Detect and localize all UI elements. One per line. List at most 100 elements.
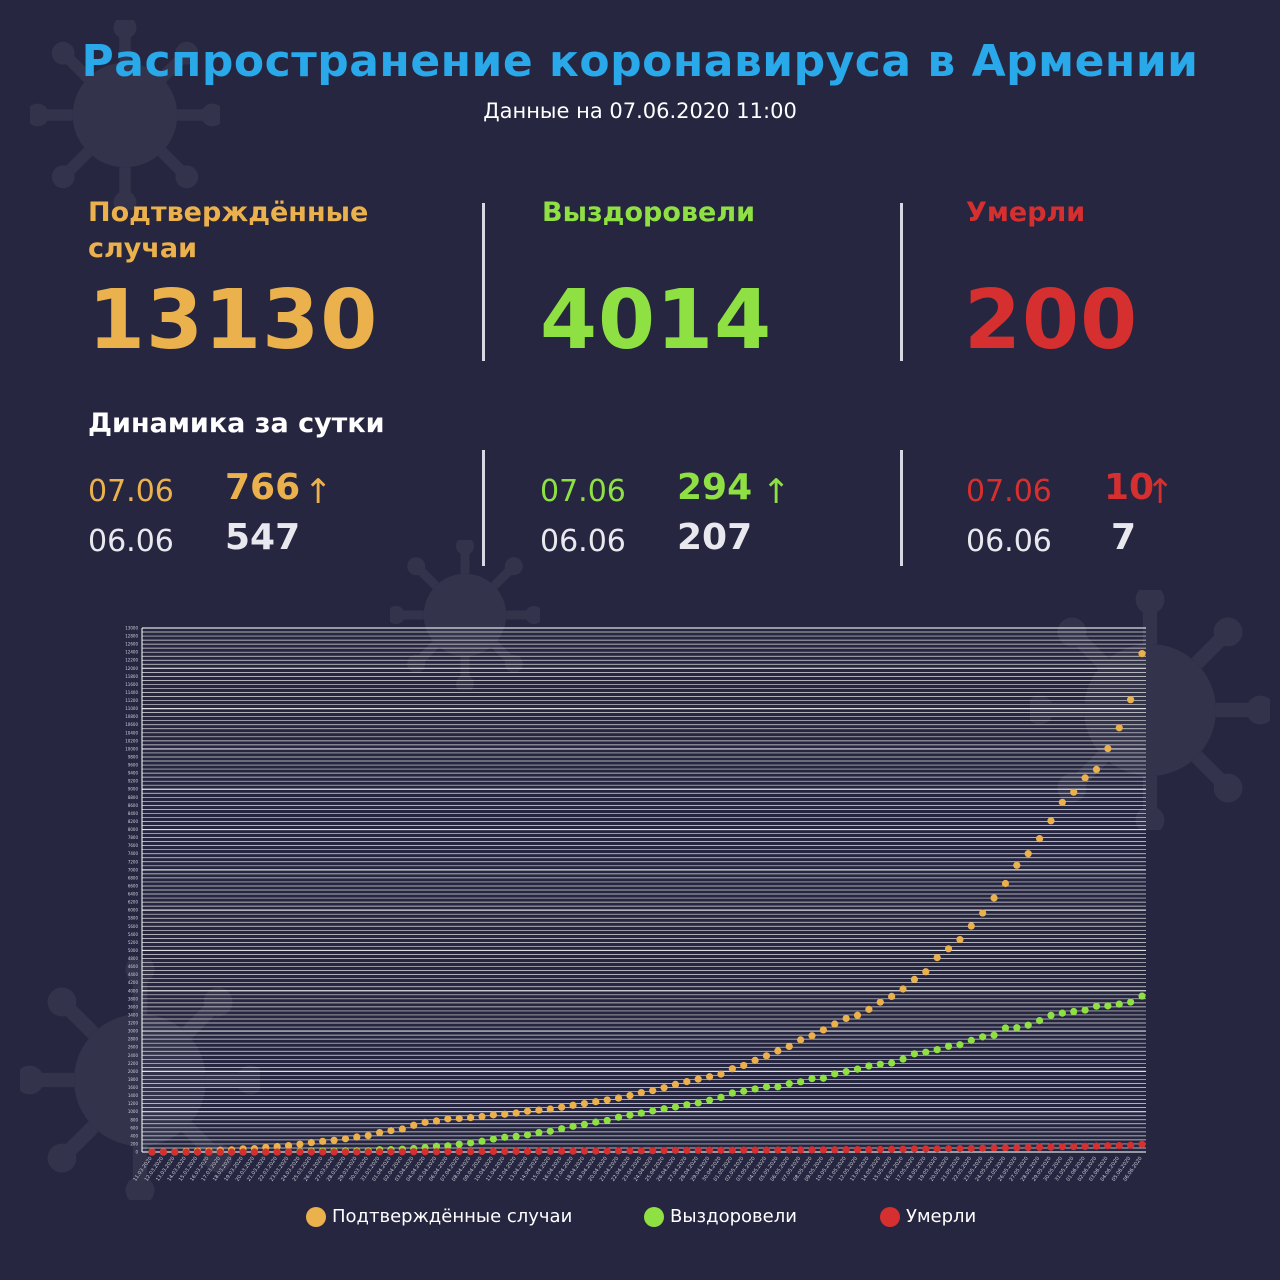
data-point [364,1131,372,1140]
y-tick-label: 4800 [128,956,139,961]
y-tick-label: 8200 [128,819,139,824]
data-point [353,1133,361,1141]
y-tick-label: 4200 [128,980,139,985]
legend-deaths: Умерли [880,1206,976,1227]
y-tick-label: 10200 [125,738,138,743]
data-point [410,1121,418,1129]
data-point [319,1148,327,1156]
page-title: Распространение коронавируса в Армении [81,36,1199,87]
data-point [797,1146,805,1154]
data-point [910,1050,919,1058]
data-point [922,1145,930,1153]
data-point [1047,1143,1055,1151]
data-point [944,1145,953,1153]
data-point [819,1146,827,1154]
data-point [740,1146,748,1154]
data-point [273,1142,281,1151]
data-point [956,1145,964,1153]
y-tick-label: 11800 [125,674,138,679]
y-tick-label: 12000 [125,666,138,671]
legend-deaths-label: Умерли [906,1206,977,1227]
dynamics-title: Динамика за сутки [88,408,385,439]
data-point [728,1146,736,1154]
y-tick-label: 1200 [128,1101,139,1106]
page-subtitle: Данные на 07.06.2020 11:00 [483,99,797,123]
y-tick-label: 400 [130,1133,138,1138]
data-point [489,1135,497,1143]
recovered-today-value: 294 [677,467,753,508]
data-point [717,1070,725,1078]
divider [900,450,903,566]
data-point [580,1147,589,1155]
data-point [455,1147,463,1156]
data-point [728,1065,736,1073]
deaths-prev-value: 7 [1111,517,1137,558]
data-point [933,953,941,962]
data-point [933,1046,941,1054]
y-tick-label: 2400 [128,1053,139,1058]
y-tick-label: 4000 [128,988,139,993]
data-point [580,1099,589,1108]
deaths-prev-date: 06.06 [966,524,1052,559]
y-tick-label: 5200 [128,940,139,945]
data-point [1024,850,1032,858]
legend-confirmed-label: Подтверждённые случаи [332,1206,573,1227]
data-point [660,1146,668,1155]
data-point [1115,1141,1123,1150]
data-point [785,1146,793,1154]
data-point [558,1103,566,1111]
data-point [228,1148,236,1156]
data-point [637,1089,645,1097]
y-tick-label: 11600 [125,682,138,687]
data-point [785,1080,793,1088]
data-point [956,935,964,944]
data-point [865,1145,873,1154]
data-point [546,1127,554,1135]
y-tick-label: 7200 [128,859,139,864]
data-point [694,1146,702,1154]
data-point [1070,1007,1078,1016]
data-point [523,1147,532,1155]
data-point [1070,788,1078,796]
data-point [683,1078,691,1086]
y-tick-label: 200 [130,1141,138,1146]
data-point [774,1146,782,1154]
data-point [592,1118,600,1126]
data-point [387,1126,395,1135]
data-point [546,1147,554,1155]
y-tick-label: 1800 [128,1077,139,1082]
y-tick-label: 600 [130,1125,138,1130]
data-point [1024,1143,1032,1152]
data-point [762,1083,771,1091]
data-point [808,1146,816,1154]
deaths-today-value: 10 [1104,467,1155,508]
data-point [990,1031,998,1039]
data-point [592,1147,600,1155]
data-point [1127,696,1135,704]
data-point [250,1148,259,1156]
y-tick-label: 9000 [128,787,139,792]
data-point [614,1094,623,1102]
data-point [1138,992,1146,1000]
recovered-prev-value: 207 [677,517,753,558]
data-point [774,1083,782,1091]
y-tick-label: 5600 [128,924,139,929]
data-point [444,1142,452,1150]
data-point [1024,1021,1032,1029]
data-point [876,998,884,1006]
data-point [1127,1141,1135,1149]
y-tick-label: 10800 [125,714,138,719]
divider [482,203,485,361]
data-point [478,1147,486,1156]
data-point [933,1145,941,1153]
y-tick-label: 3000 [128,1029,139,1034]
data-point [1013,861,1021,869]
data-point [501,1133,509,1141]
data-point [501,1147,509,1156]
data-point [1070,1142,1078,1151]
data-point [614,1113,623,1121]
data-point [353,1148,361,1156]
data-point [535,1147,543,1155]
data-point [432,1148,441,1156]
data-point [967,1036,975,1044]
